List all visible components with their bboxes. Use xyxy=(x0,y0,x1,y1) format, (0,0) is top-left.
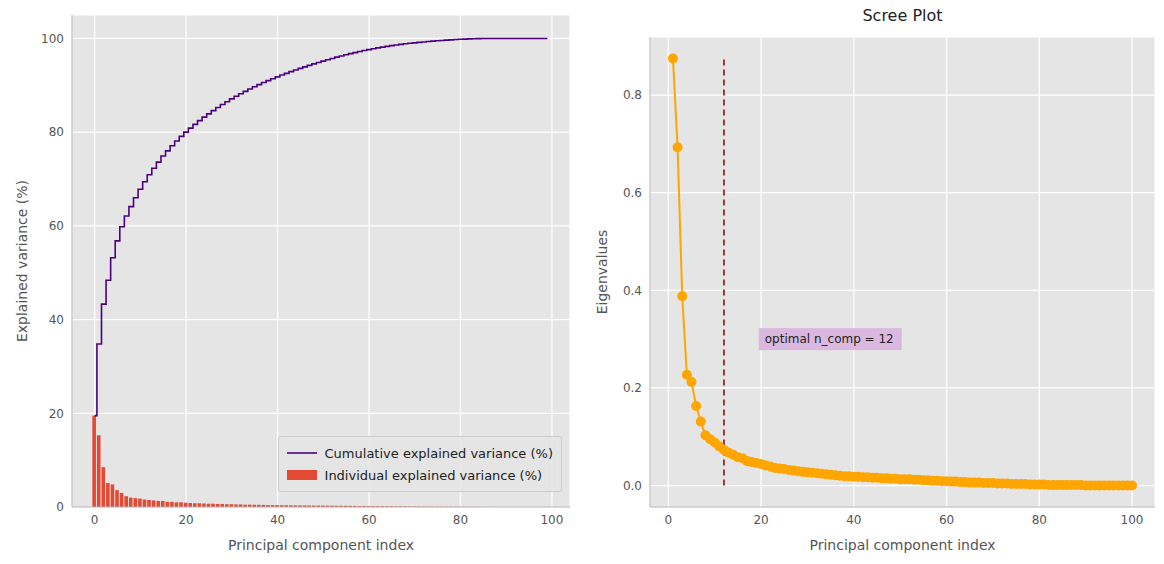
svg-text:100: 100 xyxy=(540,513,563,527)
svg-text:0.4: 0.4 xyxy=(623,284,642,298)
svg-text:40: 40 xyxy=(270,513,285,527)
svg-text:40: 40 xyxy=(846,513,861,527)
svg-text:0: 0 xyxy=(664,513,672,527)
svg-text:100: 100 xyxy=(1121,513,1144,527)
svg-text:0: 0 xyxy=(56,500,64,514)
svg-text:40: 40 xyxy=(49,313,64,327)
svg-text:80: 80 xyxy=(1032,513,1047,527)
svg-text:Principal component index: Principal component index xyxy=(809,537,995,553)
svg-text:80: 80 xyxy=(453,513,468,527)
svg-text:20: 20 xyxy=(178,513,193,527)
html-text:Individual explained variance: Individual explained variance (%) xyxy=(324,467,543,483)
svg-text:0.8: 0.8 xyxy=(623,88,642,102)
svg-text:100: 100 xyxy=(41,32,64,46)
svg-text:20: 20 xyxy=(753,513,768,527)
svg-text:20: 20 xyxy=(49,407,64,421)
html-text:Cumulative explained variance: Cumulative explained variance (%) xyxy=(324,445,553,461)
svg-text:Principal component index: Principal component index xyxy=(228,537,414,553)
svg-text:Explained variance (%): Explained variance (%) xyxy=(14,180,30,342)
svg-text:0: 0 xyxy=(91,513,99,527)
svg-text:0.2: 0.2 xyxy=(623,381,642,395)
svg-text:60: 60 xyxy=(939,513,954,527)
html-text:Scree Plot: Scree Plot xyxy=(862,6,943,25)
svg-text:60: 60 xyxy=(49,219,64,233)
svg-text:Eigenvalues: Eigenvalues xyxy=(594,230,610,315)
svg-text:0.0: 0.0 xyxy=(623,479,642,493)
svg-text:0.6: 0.6 xyxy=(623,186,642,200)
svg-text:80: 80 xyxy=(49,125,64,139)
svg-text:optimal n_comp = 12: optimal n_comp = 12 xyxy=(765,332,894,346)
svg-text:60: 60 xyxy=(361,513,376,527)
